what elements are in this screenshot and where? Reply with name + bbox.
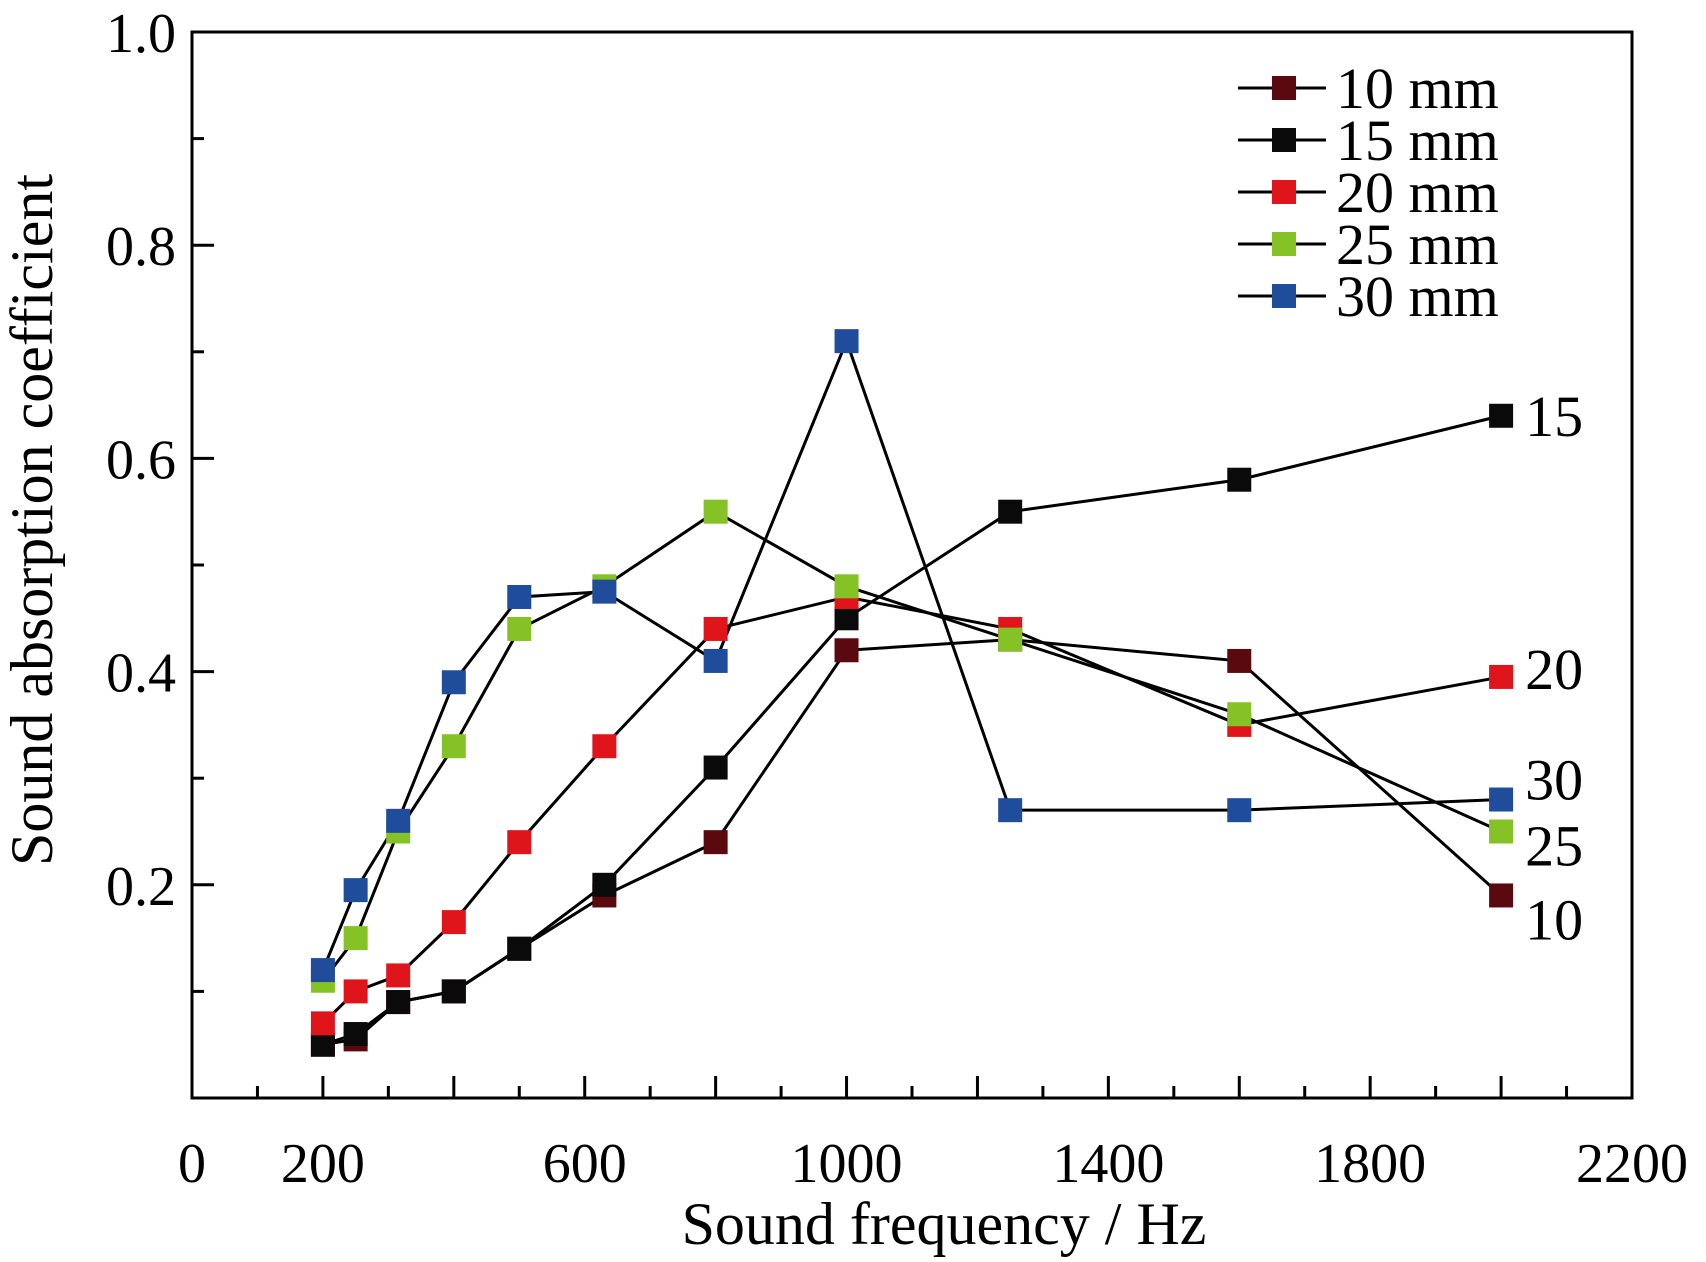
series-10-mm — [322, 638, 1503, 1047]
data-point — [507, 616, 532, 641]
data-point — [1489, 883, 1514, 908]
data-point — [386, 990, 411, 1015]
data-point — [592, 579, 617, 604]
data-point — [834, 606, 859, 631]
series-line — [321, 509, 1502, 982]
series-15-mm — [322, 414, 1502, 1047]
legend-entry: 30 mm — [1238, 264, 1499, 329]
data-point — [1489, 664, 1514, 689]
data-point — [441, 670, 466, 695]
data-point — [703, 499, 728, 524]
data-point — [310, 1011, 335, 1036]
data-point — [834, 574, 859, 599]
y-tick-label: 1.0 — [106, 3, 176, 65]
data-point — [507, 830, 532, 855]
data-point — [1489, 403, 1514, 428]
data-point — [703, 616, 728, 641]
end-label: 30 — [1525, 748, 1583, 813]
series-25-mm — [321, 509, 1502, 982]
data-point — [441, 979, 466, 1004]
data-point — [592, 734, 617, 759]
data-point — [386, 808, 411, 833]
series-markers-20-mm — [310, 584, 1514, 1036]
x-tick-label: 0 — [178, 1133, 206, 1195]
data-point — [310, 958, 335, 983]
legend-label: 10 mm — [1336, 56, 1499, 121]
y-tick-label: 0.2 — [106, 856, 176, 918]
series-layer — [310, 329, 1514, 1057]
axes: 0 200 600 1000 1400 1800 2200 0.2 0.4 0.6 0.8 1.0 — [106, 3, 1688, 1195]
legend-entry: 20 mm — [1238, 160, 1499, 225]
legend-marker — [1272, 180, 1296, 204]
legend-marker — [1272, 128, 1296, 152]
data-point — [343, 1022, 368, 1047]
data-point — [592, 872, 617, 897]
data-point — [703, 830, 728, 855]
series-line — [322, 414, 1502, 1047]
x-tick-label: 200 — [281, 1133, 365, 1195]
end-label: 25 — [1525, 814, 1583, 879]
series-line — [322, 638, 1503, 1047]
data-point — [507, 936, 532, 961]
legend-entry: 15 mm — [1238, 108, 1499, 173]
y-ticks: 0.2 0.4 0.6 0.8 1.0 — [106, 3, 214, 993]
x-tick-label: 1400 — [1052, 1133, 1164, 1195]
y-tick-label: 0.4 — [106, 643, 176, 705]
data-point — [441, 910, 466, 935]
data-point — [703, 648, 728, 673]
series-markers-30-mm — [310, 329, 1514, 983]
data-point — [834, 638, 859, 663]
series-20-mm — [321, 595, 1502, 1025]
y-tick-label: 0.8 — [106, 216, 176, 278]
end-label: 10 — [1525, 887, 1583, 952]
data-point — [1227, 798, 1252, 823]
y-tick-label: 0.6 — [106, 429, 176, 491]
data-point — [386, 963, 411, 988]
x-tick-label: 600 — [543, 1133, 627, 1195]
x-ticks: 0 200 600 1000 1400 1800 2200 — [178, 1076, 1688, 1195]
data-point — [1227, 648, 1252, 673]
legend-label: 15 mm — [1336, 108, 1499, 173]
x-tick-label: 1000 — [791, 1133, 903, 1195]
legend-marker — [1272, 232, 1296, 256]
data-point — [1489, 819, 1514, 844]
legend-marker — [1272, 76, 1296, 100]
x-tick-label: 2200 — [1576, 1133, 1688, 1195]
series-line — [321, 595, 1502, 1025]
series-30-mm — [321, 336, 1502, 971]
end-label: 15 — [1525, 384, 1583, 449]
data-point — [998, 627, 1023, 652]
data-point — [441, 734, 466, 759]
end-label: 20 — [1525, 637, 1583, 702]
legend-label: 25 mm — [1336, 212, 1499, 277]
data-point — [834, 329, 859, 354]
data-point — [507, 584, 532, 609]
data-point — [1227, 467, 1252, 492]
series-line — [321, 336, 1502, 971]
data-point — [343, 979, 368, 1004]
data-point — [343, 926, 368, 951]
series-markers-10-mm — [310, 627, 1514, 1057]
y-axis-title: Sound absorption coefficient — [0, 174, 65, 866]
data-point — [998, 798, 1023, 823]
data-point — [703, 755, 728, 780]
legend-label: 20 mm — [1336, 160, 1499, 225]
legend-label: 30 mm — [1336, 264, 1499, 329]
x-axis-title: Sound frequency / Hz — [682, 1191, 1207, 1257]
legend-entry: 25 mm — [1238, 212, 1499, 277]
data-point — [1227, 702, 1252, 727]
data-point — [1489, 787, 1514, 812]
data-point — [343, 878, 368, 903]
legend-entry: 10 mm — [1238, 56, 1499, 121]
x-tick-label: 1800 — [1314, 1133, 1426, 1195]
data-point — [310, 1032, 335, 1057]
data-point — [998, 499, 1023, 524]
series-markers-15-mm — [310, 403, 1514, 1057]
legend-marker — [1272, 284, 1296, 308]
